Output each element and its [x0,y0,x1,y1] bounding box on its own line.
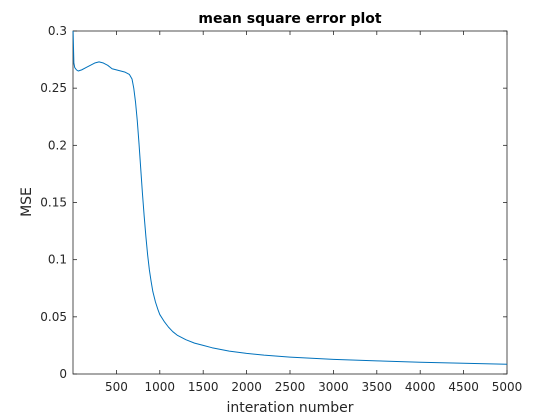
axes-box [72,30,508,375]
chart-title: mean square error plot [198,11,382,27]
x-tick-label: 2500 [275,380,306,394]
x-tick-label: 4000 [405,380,436,394]
y-tick-label: 0.1 [48,253,67,267]
x-tick-label: 3500 [362,380,393,394]
plot-area: 500 1000 1500 2000 2500 3000 3500 4000 4500 5000 0… [40,24,522,394]
y-tick-label: 0.2 [48,138,67,152]
x-tick-label: 3000 [318,380,349,394]
x-tick-label: 4500 [448,380,479,394]
mse-series-line [72,30,508,365]
y-tick-label: 0 [59,367,67,381]
y-tick-label: 0.25 [40,81,67,95]
y-tick-label: 0.05 [40,310,67,324]
y-axis-label: MSE [19,187,35,217]
x-axis-label: interation number [226,400,353,416]
x-tick-label: 1500 [188,380,219,394]
y-tick-label: 0.3 [48,24,67,38]
y-tick-label: 0.15 [40,196,67,210]
x-tick-label: 500 [105,380,128,394]
x-tick-label: 1000 [145,380,176,394]
x-tick-label: 5000 [492,380,523,394]
x-tick-label: 2000 [231,380,262,394]
